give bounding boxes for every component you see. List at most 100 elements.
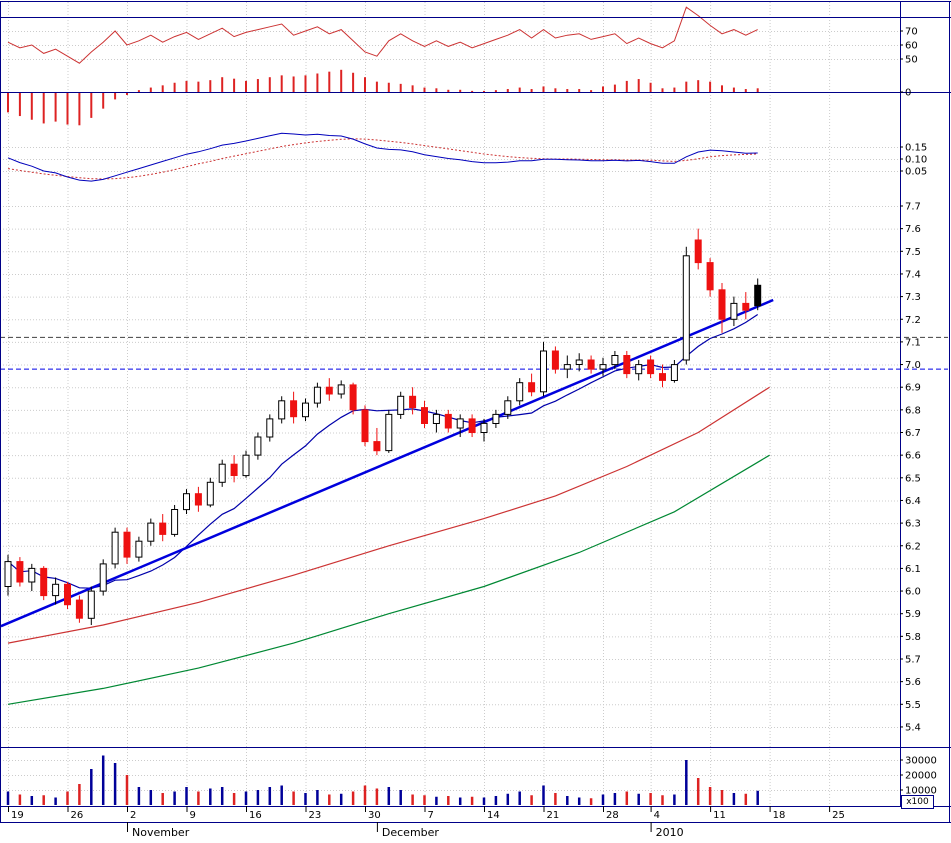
candle-body — [623, 355, 631, 375]
candle-body — [135, 540, 143, 558]
candle-body — [754, 284, 762, 307]
candle-body — [444, 413, 452, 429]
candle-body — [563, 364, 571, 370]
y-tick-label: 0.15 — [905, 143, 927, 154]
candle-body — [242, 454, 250, 477]
candle-body — [742, 302, 750, 311]
candle-body — [504, 400, 512, 415]
candle-body — [111, 531, 119, 565]
y-tick-label: 6.1 — [905, 564, 921, 575]
candle-body — [480, 422, 488, 433]
candle-body — [206, 481, 214, 506]
candle-body — [432, 413, 440, 424]
candle-body — [302, 402, 309, 418]
candle-body — [171, 509, 179, 535]
date-tick-label: 7 — [428, 810, 434, 821]
dea-line — [7, 138, 758, 180]
date-tick-label: 9 — [190, 810, 196, 821]
y-tick-label: 5.4 — [905, 722, 921, 733]
candle-body — [4, 561, 12, 587]
candle-body — [266, 418, 274, 438]
candle-body — [575, 359, 583, 365]
date-tick-label: 26 — [71, 810, 84, 821]
y-tick-label: 6.2 — [905, 541, 921, 552]
y-tick-label: 7.2 — [905, 315, 921, 326]
month-label: November — [132, 826, 190, 839]
candle-body — [421, 407, 428, 425]
candle-body — [611, 355, 619, 366]
candle-body — [456, 418, 464, 429]
candle-body — [385, 413, 393, 452]
candle-body — [468, 418, 476, 433]
candle-body — [682, 255, 690, 361]
y-tick-label: 50 — [905, 55, 918, 66]
volume-unit-box: x100 — [901, 795, 934, 809]
y-tick-label: 5.7 — [905, 655, 921, 666]
candle-body — [40, 567, 48, 597]
candle-body — [349, 384, 357, 411]
date-tick-label: 2 — [130, 810, 136, 821]
y-tick-label: 0 — [905, 88, 911, 99]
candle-body — [147, 522, 155, 542]
date-tick-label: 21 — [547, 810, 560, 821]
candle-body — [194, 493, 202, 506]
trend-line — [0, 298, 774, 628]
candle-body — [64, 583, 71, 606]
date-tick-label: 4 — [654, 810, 660, 821]
candle-body — [183, 493, 190, 511]
candle-body — [325, 386, 333, 395]
dif-pane — [7, 132, 758, 182]
candle-body — [516, 382, 524, 402]
candle-body — [670, 364, 678, 382]
y-tick-label: 5.9 — [905, 609, 921, 620]
candle-body — [540, 350, 547, 393]
candle-body — [373, 441, 381, 452]
date-tick-label: 18 — [773, 810, 786, 821]
grid-layer — [0, 2, 900, 805]
date-tick-label: 23 — [309, 810, 322, 821]
y-tick-label: 7.7 — [905, 202, 921, 213]
frame-lines — [0, 1, 951, 823]
y-tick-label: 6.9 — [905, 383, 921, 394]
y-tick-label: 70 — [905, 27, 918, 38]
candle-body — [587, 359, 595, 370]
y-tick-label: 0.10 — [905, 155, 927, 166]
candle-body — [647, 359, 655, 375]
candle-body — [706, 262, 714, 291]
y-axis-labels: 70 60 50 0 0.150.100.05 7.7 7.6 7.5 7.4 7.3 7.2 7.1… — [900, 27, 937, 797]
y-tick-label: 5.5 — [905, 700, 921, 711]
candle-body — [730, 302, 738, 320]
candle-body — [230, 463, 238, 477]
candle-body — [718, 289, 726, 320]
y-tick-label: 5.6 — [905, 677, 921, 688]
y-tick-label: 20000 — [905, 771, 937, 782]
rsi-pane — [7, 6, 758, 64]
date-tick-label: 16 — [249, 810, 262, 821]
date-tick-label: 28 — [606, 810, 619, 821]
y-tick-label: 6.3 — [905, 519, 921, 530]
candle-body — [635, 364, 643, 375]
volume-unit-label: x100 — [906, 797, 929, 807]
candle-body — [313, 386, 321, 404]
y-tick-label: 6.7 — [905, 428, 921, 439]
y-tick-label: 6.8 — [905, 405, 921, 416]
candle-body — [99, 563, 107, 592]
candle-body — [28, 567, 36, 583]
candle-body — [254, 436, 262, 456]
candle-body — [290, 400, 298, 418]
month-label: 2010 — [656, 826, 684, 839]
candle-body — [337, 384, 345, 395]
candle-body — [87, 590, 95, 619]
y-tick-label: 7.4 — [905, 269, 921, 280]
y-tick-label: 6.5 — [905, 473, 921, 484]
price-pane — [0, 298, 774, 705]
candle-body — [218, 463, 226, 483]
month-label: December — [382, 826, 440, 839]
candle-body — [397, 395, 405, 415]
month-axis: November December 2010 — [127, 822, 684, 839]
candles-layer — [4, 228, 762, 626]
date-tick-label: 19 — [11, 810, 24, 821]
date-tick-label: 14 — [487, 810, 500, 821]
